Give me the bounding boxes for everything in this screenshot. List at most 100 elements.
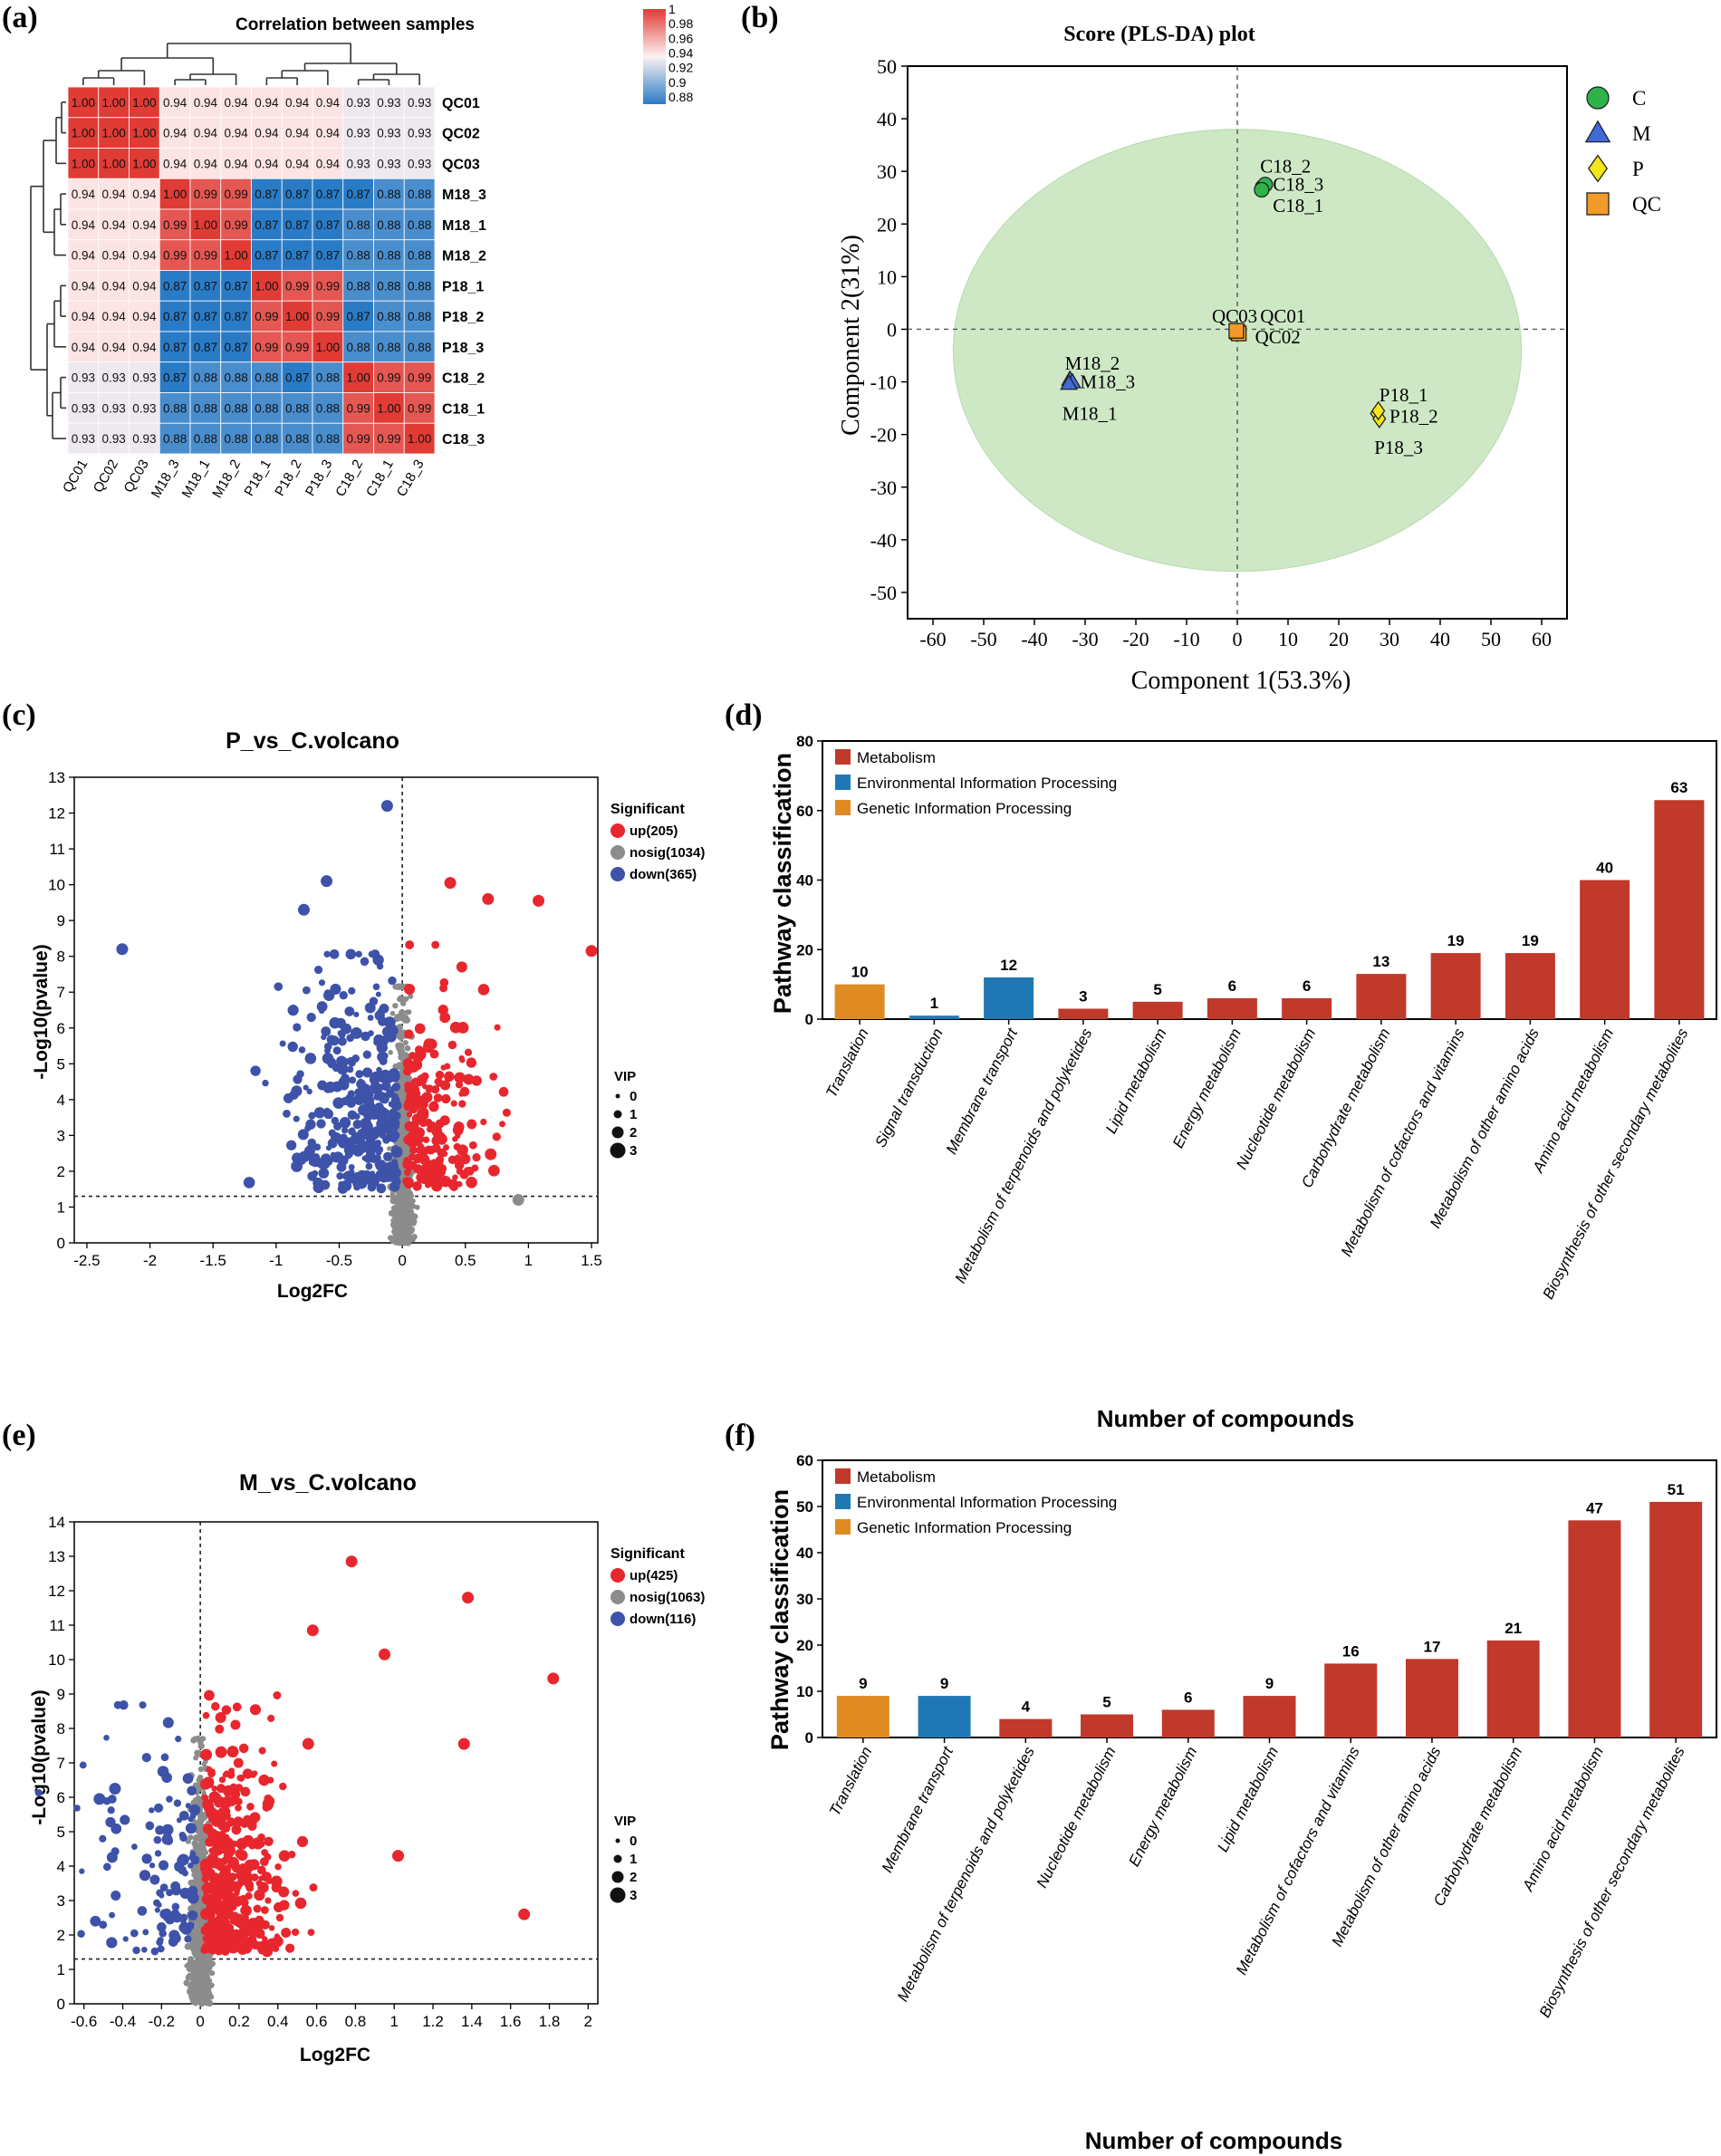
volcano-point bbox=[329, 948, 340, 959]
y-tick-label: 0 bbox=[887, 318, 897, 341]
volcano-point bbox=[382, 1072, 393, 1083]
heatmap-cell-value: 0.94 bbox=[194, 96, 218, 110]
bar bbox=[834, 984, 885, 1019]
y-tick-label: -10 bbox=[870, 371, 897, 394]
volcano-point bbox=[362, 1050, 371, 1059]
volcano-point bbox=[458, 1091, 465, 1097]
volcano-point bbox=[444, 1063, 451, 1070]
volcano-point bbox=[246, 1803, 255, 1811]
volcano-point bbox=[205, 1868, 216, 1879]
volcano-point bbox=[388, 976, 397, 986]
bar-value-label: 12 bbox=[1000, 957, 1017, 974]
x-tick-label: 1.2 bbox=[422, 2013, 444, 2030]
volcano-point bbox=[178, 1853, 189, 1866]
category-label: Nucleotide metabolism bbox=[1034, 1744, 1120, 1891]
bar-value-label: 6 bbox=[1303, 977, 1311, 995]
y-tick-label: 60 bbox=[796, 803, 813, 820]
volcano-point bbox=[109, 1911, 116, 1919]
heatmap-cell-value: 0.93 bbox=[377, 157, 400, 170]
heatmap-cell-value: 0.87 bbox=[255, 218, 278, 232]
heatmap-cell bbox=[403, 208, 436, 241]
volcano-point bbox=[466, 1176, 477, 1189]
heatmap-cell-value: 1.00 bbox=[377, 401, 400, 415]
volcano-point bbox=[160, 1753, 169, 1762]
score-point bbox=[1371, 400, 1386, 421]
bar bbox=[1132, 1001, 1183, 1019]
heatmap-cell bbox=[403, 392, 436, 424]
volcano-point bbox=[230, 1783, 237, 1791]
volcano-point bbox=[264, 1836, 274, 1846]
volcano-point bbox=[316, 1119, 326, 1129]
panel-label-d: (d) bbox=[725, 698, 763, 732]
volcano-point bbox=[161, 1834, 173, 1845]
volcano-point bbox=[225, 1854, 232, 1862]
y-tick-label: 0 bbox=[805, 1011, 813, 1028]
heatmap-cell-value: 0.88 bbox=[346, 279, 370, 293]
volcano-point bbox=[262, 1938, 269, 1945]
volcano-point bbox=[439, 1117, 447, 1125]
heatmap-cell bbox=[342, 270, 374, 302]
heatmap-cell-value: 1.00 bbox=[346, 371, 370, 385]
volcano-point bbox=[208, 1855, 219, 1867]
heatmap-cell-value: 0.88 bbox=[377, 310, 400, 323]
heatmap-cell-value: 0.94 bbox=[72, 249, 96, 263]
volcano-point bbox=[270, 1937, 281, 1949]
volcano-point bbox=[157, 1922, 167, 1932]
heatmap-cell bbox=[403, 361, 436, 393]
heatmap-cell-value: 1.00 bbox=[408, 432, 431, 446]
volcano-point bbox=[389, 1193, 396, 1199]
heatmap-cell-value: 0.88 bbox=[285, 401, 309, 415]
volcano-m-ylabel: -Log10(pvalue) bbox=[29, 1689, 50, 1824]
volcano-point bbox=[391, 1145, 400, 1153]
y-tick-label: 10 bbox=[48, 1651, 65, 1669]
heatmap-left-dendrogram bbox=[30, 101, 66, 439]
bar-value-label: 63 bbox=[1670, 779, 1687, 796]
volcano-point bbox=[518, 1908, 531, 1920]
volcano-point bbox=[245, 1891, 253, 1901]
heatmap-cell bbox=[220, 331, 252, 363]
volcano-point bbox=[187, 1862, 194, 1869]
heatmap-cell bbox=[403, 148, 436, 179]
y-tick-label: 11 bbox=[49, 1617, 65, 1634]
heatmap-cell bbox=[373, 86, 405, 119]
heatmap-cell-value: 0.94 bbox=[101, 279, 126, 293]
volcano-point bbox=[318, 979, 326, 987]
volcano-point bbox=[392, 1238, 399, 1246]
heatmap-cell-value: 0.94 bbox=[224, 127, 248, 140]
volcano-point bbox=[240, 1898, 249, 1907]
volcano-point bbox=[161, 1772, 172, 1784]
heatmap-cell-value: 0.94 bbox=[132, 188, 157, 201]
volcano-point bbox=[215, 1724, 225, 1734]
heatmap-cell-value: 0.99 bbox=[408, 401, 431, 415]
colorbar-tick: 0.92 bbox=[668, 61, 693, 75]
heatmap-cell bbox=[159, 300, 191, 332]
heatmap-cell bbox=[281, 361, 313, 393]
volcano-point bbox=[232, 1702, 242, 1712]
volcano-point bbox=[230, 1860, 236, 1866]
volcano-point bbox=[231, 1929, 241, 1939]
volcano-point bbox=[392, 1064, 399, 1069]
y-tick-label: 13 bbox=[48, 769, 65, 786]
heatmap-row-label: M18_3 bbox=[442, 188, 486, 203]
vip-label: 2 bbox=[630, 1125, 637, 1141]
category-label: Energy metabolism bbox=[1125, 1744, 1200, 1869]
volcano-point bbox=[286, 1140, 297, 1150]
category-label: Amino acid metabolism bbox=[1529, 1025, 1617, 1176]
volcano-point bbox=[216, 1890, 225, 1900]
volcano-point bbox=[306, 1624, 319, 1637]
volcano-point bbox=[502, 1108, 511, 1117]
volcano-point bbox=[409, 1228, 415, 1234]
volcano-point bbox=[200, 1845, 207, 1852]
volcano-point bbox=[487, 1164, 500, 1177]
bar bbox=[1282, 997, 1332, 1019]
volcano-point bbox=[345, 1555, 358, 1568]
volcano-point bbox=[257, 1921, 264, 1928]
heatmap-cell-value: 0.94 bbox=[132, 310, 157, 323]
plot-frame bbox=[73, 1521, 599, 2005]
volcano-point bbox=[79, 1868, 85, 1874]
volcano-point bbox=[465, 1166, 475, 1176]
volcano-point bbox=[339, 1135, 349, 1145]
volcano-point bbox=[441, 1093, 451, 1104]
y-tick-label: 5 bbox=[57, 1824, 65, 1841]
volcano-point bbox=[477, 984, 490, 996]
